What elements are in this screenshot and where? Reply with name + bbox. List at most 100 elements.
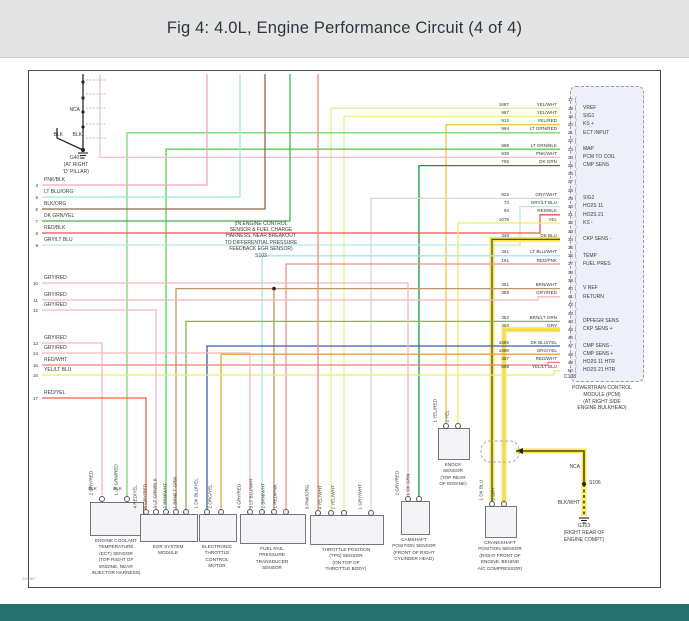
pcm-pin-bracket: ( (574, 252, 577, 260)
ect-blk-label: BLK (88, 486, 97, 491)
pcm-pin-bracket: ( (574, 268, 577, 276)
pcm-pin-number: 31 (567, 212, 573, 218)
splice-s103-label: S103 (255, 253, 267, 259)
pcm-pin-label: HO2S 11 HTR (583, 359, 615, 366)
pcm-pin-bracket: ( (574, 260, 577, 268)
component-pin-label: 1 RED/PNK (272, 483, 278, 508)
pcm-pin-bracket: ( (574, 104, 577, 112)
pcm-pin-number: 46 (567, 335, 573, 341)
component-pin (443, 423, 450, 430)
component-pin (341, 510, 348, 517)
pcm-pin-bracket: ( (574, 186, 577, 194)
component-box (199, 514, 237, 542)
pcm-pin-bracket: ( (574, 244, 577, 252)
component-pin-label: 3 PNK/ORG (304, 483, 310, 509)
pcm-pin-bracket: ( (574, 334, 577, 342)
pcm-pin-bracket: ( (574, 367, 577, 375)
pcm-wire-color: DK BLU (540, 232, 557, 238)
pcm-wire-number: 1689 (498, 339, 509, 345)
pcm-pin-number: 26 (567, 171, 573, 177)
pcm-pin-bracket: ( (574, 227, 577, 235)
component-box (90, 502, 144, 536)
component-pin-label: 2 BRN/WHT (260, 482, 266, 508)
pcm-pin-label: V REF (583, 285, 598, 292)
left-pin-number: 8 (35, 230, 38, 236)
pcm-pin-number: 18 (567, 105, 573, 111)
pcm-wire-number: 349 (501, 232, 509, 238)
pcm-wire-number: 387 (501, 355, 509, 361)
left-pin-number: 7 (35, 218, 38, 224)
component-pin (99, 496, 106, 503)
component-name: (ON TOP OF (332, 559, 360, 565)
pcm-pin-label: CMP SENS + (583, 351, 614, 357)
pcm-wire-color: DK GRN (539, 159, 557, 165)
left-pin-number: 5 (35, 194, 38, 200)
pcm-pin-label: ECT INPUT (583, 129, 610, 136)
component-pin-label: 1 GRY/WHT (357, 483, 363, 509)
pcm-pin-label: RETURN (583, 293, 604, 300)
pcm-name: POWERTRAIN CONTROL MODULE (PCM) (AT RIGH… (572, 385, 632, 412)
component-box (240, 514, 306, 544)
left-pin-number: 11 (33, 297, 38, 303)
component-pin-label: 1 BRN/LT GRN (172, 476, 178, 508)
pcm-pin-number: 50 (567, 368, 573, 373)
ground-g103-location-2: ENGINE COMPT) (563, 537, 605, 543)
component-pin (501, 501, 508, 508)
left-wire-color: GRY/RED (44, 335, 67, 342)
left-wire-color: GRY/RED (44, 345, 67, 352)
component-name: (TPS) SENSOR (329, 553, 363, 559)
left-wire-color: RED/WHT (44, 357, 68, 364)
component-pin-label: 4 RED/YEL (132, 484, 138, 509)
pcm-pin-number: 42 (567, 302, 573, 308)
pcm-wire-number: 352 (501, 314, 509, 320)
pcm-wire-number: 994 (501, 126, 509, 132)
blk-label-2: BLK (72, 132, 82, 138)
pcm-wire-number: 361 (501, 249, 509, 255)
component-name: MOTOR (208, 563, 226, 569)
pcm-wire-color: YEL/LT BLU (531, 364, 557, 370)
left-wire-color: BLK/ORG (44, 201, 67, 208)
component-pin-label: 2 YEL/WHT (330, 484, 336, 509)
component-name: THROTTLE (204, 550, 230, 556)
component-pin-label: 2 YEL (444, 409, 450, 422)
component-pin-label: 2 ORG/YEL (207, 483, 213, 508)
left-wire-color: LT BLU/ORG (44, 189, 74, 196)
pcm-pin-number: 48 (567, 351, 573, 357)
pcm-pin-number: 41 (567, 294, 573, 300)
left-pin-number: 9 (35, 242, 38, 248)
pcm-pin-number: 25 (567, 163, 573, 168)
pcm-pin-number: 23 (567, 146, 573, 152)
pcm-pin-number: 22 (567, 138, 573, 144)
component-pin-label: 2 BRN/WHT (162, 482, 168, 508)
pcm-wire-color: RED/PNK (536, 257, 557, 263)
splice-s106-label: S106 (589, 480, 601, 486)
pcm-pin-number: 28 (567, 187, 573, 193)
pcm-pin-label: DPFEGR SENS (583, 318, 619, 325)
pcm-wire-color: GRY/WHT (535, 191, 557, 197)
component-name: ENGINE COOLANT (95, 538, 137, 543)
pcm-wire-number: 1688 (498, 347, 509, 353)
component-pin (143, 509, 150, 516)
pcm-wire-number: 922 (501, 191, 509, 197)
pcm-wire-color: LT BLU/WHT (530, 249, 557, 255)
blk-label-1: BLK (53, 132, 63, 138)
component-name: SENSOR (443, 468, 463, 474)
left-wire-color: PNK/BLK (44, 177, 66, 184)
component-name: A/C COMPRESSOR) (477, 565, 523, 571)
component-name: INJECTOR HARNESS) (91, 570, 141, 575)
pcm-wire-color: YEL/WHT (536, 109, 557, 115)
pcm-pin-bracket: ( (574, 112, 577, 120)
component-pin (204, 509, 211, 516)
pcm-pin-label: VREF (583, 105, 597, 111)
component-pin (489, 501, 496, 508)
component-name: EGR SYSTEM (152, 544, 184, 549)
component-pin-label: 1 DK GRN (405, 473, 411, 495)
pcm-wire-color: RED/BLK (537, 208, 557, 214)
pcm-pin-label: TEMP (583, 252, 597, 259)
pcm-pin-number: 30 (567, 204, 573, 209)
pcm-pin-number: 35 (567, 245, 573, 250)
left-pin-number: 6 (35, 206, 38, 212)
left-pin-number: 16 (32, 372, 38, 378)
pcm-wire-color: RED/WHT (535, 355, 557, 361)
